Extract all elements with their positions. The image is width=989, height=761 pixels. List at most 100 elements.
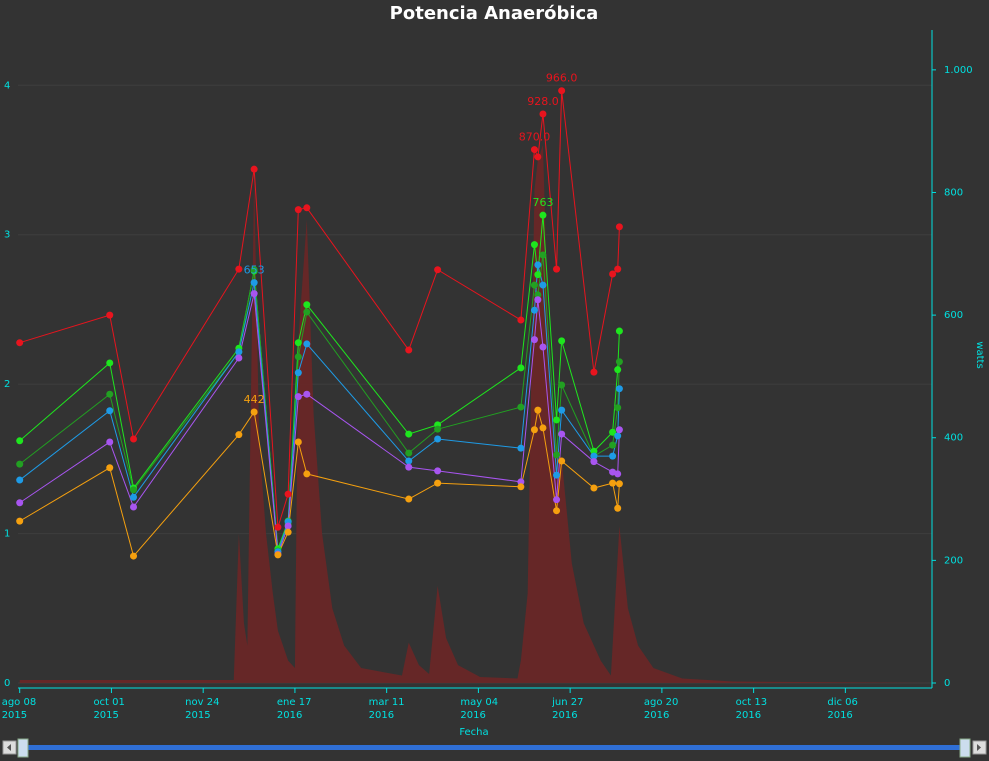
point: [284, 490, 292, 498]
point: [250, 408, 258, 416]
point: [405, 449, 413, 457]
point: [609, 479, 617, 487]
point: [405, 463, 413, 471]
point: [16, 437, 24, 445]
point: [294, 339, 302, 347]
point: [614, 265, 622, 273]
point: [615, 385, 623, 393]
point: [294, 206, 302, 214]
point: [294, 369, 302, 377]
x-tick-label: 2016: [369, 710, 394, 721]
y-tick-label: 2: [4, 379, 10, 390]
point: [16, 499, 24, 507]
point: [130, 503, 138, 511]
data-label: 442: [244, 393, 265, 406]
point: [274, 551, 282, 559]
point: [434, 425, 442, 433]
point: [609, 452, 617, 460]
y2-tick-label: 800: [944, 187, 963, 198]
point: [615, 358, 623, 366]
data-label: 966.0: [546, 72, 578, 85]
point: [539, 211, 547, 219]
point: [609, 270, 617, 278]
point: [558, 430, 566, 438]
point: [16, 460, 24, 468]
point: [553, 265, 561, 273]
x-tick-label: jun 27: [551, 697, 583, 708]
y-tick-label: 0: [4, 678, 10, 689]
scroll-handle[interactable]: [17, 738, 29, 758]
point: [614, 366, 622, 374]
point: [130, 493, 138, 501]
arrow: [7, 744, 11, 751]
point: [434, 435, 442, 443]
point: [539, 281, 547, 289]
point: [517, 483, 525, 491]
point: [130, 486, 138, 494]
point: [558, 457, 566, 465]
point: [530, 426, 538, 434]
arrow: [977, 744, 981, 751]
point: [517, 403, 525, 411]
point: [294, 393, 302, 401]
point: [590, 458, 598, 466]
point: [534, 271, 542, 279]
point: [303, 470, 311, 478]
x-tick-label: nov 24: [185, 697, 219, 708]
point: [534, 291, 542, 299]
point: [250, 165, 258, 173]
point: [303, 308, 311, 316]
point: [294, 353, 302, 361]
point: [250, 266, 258, 274]
x-tick-label: 2015: [2, 710, 27, 721]
x-tick-label: oct 01: [93, 697, 124, 708]
x-tick-label: ago 08: [2, 697, 37, 708]
x-tick-label: ago 20: [644, 697, 679, 708]
x-tick-label: may 04: [460, 697, 498, 708]
scroll-handle[interactable]: [959, 738, 971, 758]
y-tick-label: 4: [4, 80, 10, 91]
point: [235, 354, 243, 362]
scrollbar[interactable]: [2, 738, 987, 758]
chart-title: Potencia Anaeróbica: [390, 3, 599, 24]
point: [434, 479, 442, 487]
point: [534, 296, 542, 304]
x-tick-label: 2016: [827, 710, 852, 721]
point: [517, 364, 525, 372]
point: [615, 327, 623, 335]
x-tick-label: 2016: [644, 710, 669, 721]
point: [539, 110, 547, 118]
point: [130, 435, 138, 443]
x-tick-label: 2015: [185, 710, 210, 721]
point: [517, 478, 525, 486]
point: [303, 390, 311, 398]
scroll-track: [28, 745, 960, 750]
point: [553, 451, 561, 459]
point: [553, 507, 561, 515]
point: [434, 467, 442, 475]
x-tick-label: ene 17: [277, 697, 312, 708]
point: [558, 381, 566, 389]
point: [614, 432, 622, 440]
point: [303, 340, 311, 348]
point: [530, 336, 538, 344]
point: [614, 504, 622, 512]
point: [434, 266, 442, 274]
x-tick-label: 2016: [460, 710, 485, 721]
y-tick-label: 1: [4, 529, 10, 540]
point: [615, 223, 623, 231]
point: [517, 316, 525, 324]
point: [235, 431, 243, 439]
data-label: 870.0: [519, 131, 551, 144]
point: [534, 406, 542, 414]
point: [530, 306, 538, 314]
point: [553, 471, 561, 479]
y2-tick-label: 400: [944, 433, 963, 444]
point: [405, 346, 413, 354]
point: [106, 311, 114, 319]
x-tick-label: 2016: [552, 710, 577, 721]
point: [303, 204, 311, 212]
y2-tick-label: 1.000: [944, 65, 973, 76]
